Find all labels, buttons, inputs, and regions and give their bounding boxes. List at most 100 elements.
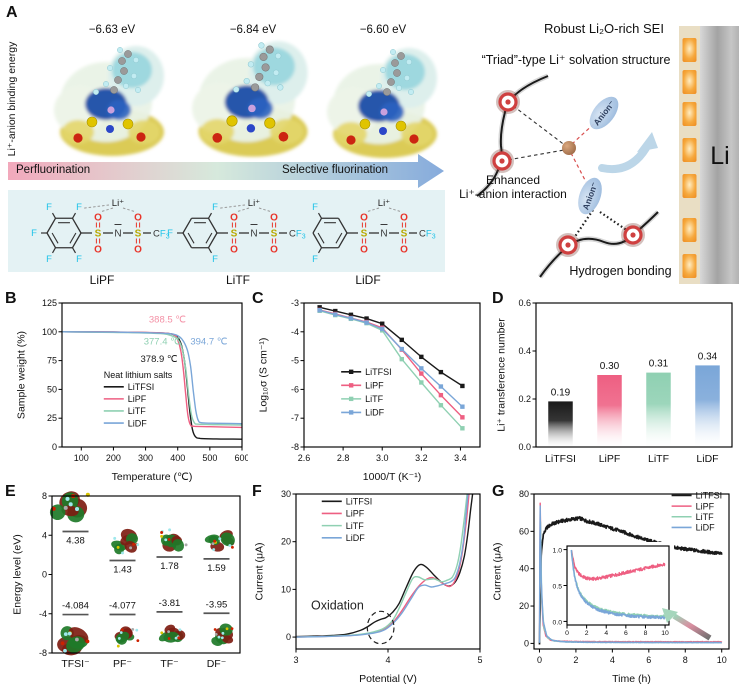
svg-text:LiPF: LiPF [696,501,715,511]
perfluorination-label: Perfluorination [16,164,91,176]
svg-text:3.2: 3.2 [415,453,428,463]
panel-label-a: A [6,4,18,21]
svg-text:LiTFSI: LiTFSI [346,496,373,506]
li-electrode-label: Li [710,142,730,170]
svg-text:Oxidation: Oxidation [311,598,364,612]
svg-text:Energy level (eV): Energy level (eV) [12,534,24,615]
svg-text:O: O [400,213,408,224]
svg-text:-6: -6 [291,384,299,394]
svg-text:4: 4 [42,530,47,540]
svg-text:S: S [271,229,278,240]
sei-title: Robust Li₂O-rich SEI [544,21,664,36]
svg-text:F: F [212,202,218,213]
svg-text:F: F [212,254,218,265]
svg-text:4: 4 [610,655,615,665]
svg-text:Temperature (℃): Temperature (℃) [112,471,193,483]
svg-text:2: 2 [585,630,589,637]
svg-text:4: 4 [604,630,608,637]
svg-text:S: S [231,229,238,240]
triad-subtitle: “Triad”-type Li⁺ solvation structure [481,53,671,67]
svg-text:-7: -7 [291,413,299,423]
svg-text:DF⁻: DF⁻ [207,658,227,670]
svg-text:3.4: 3.4 [454,453,467,463]
svg-text:-4.084: -4.084 [62,601,89,612]
chart-conductivity: 2.6 2.8 3.0 3.2 3.4 -8 -7 -6 -5 -4 -3 1000/T (K⁻¹) L… [256,295,488,488]
svg-text:100: 100 [42,327,57,337]
enhanced-line2: Li⁺-anion interaction [459,186,567,201]
svg-text:0: 0 [565,630,569,637]
svg-text:CF3: CF3 [153,229,170,241]
svg-text:N: N [250,229,257,240]
svg-text:388.5 ℃: 388.5 ℃ [149,315,186,326]
svg-text:O: O [270,245,278,256]
svg-text:O: O [94,213,102,224]
svg-text:PF⁻: PF⁻ [113,658,132,670]
svg-text:Li⁺: Li⁺ [378,198,390,209]
svg-text:4.38: 4.38 [66,536,85,547]
svg-text:394.7 ℃: 394.7 ℃ [190,336,227,347]
svg-text:-3.95: -3.95 [206,599,228,610]
svg-text:S: S [361,229,368,240]
svg-text:10: 10 [281,584,291,594]
svg-text:O: O [94,245,102,256]
svg-text:F: F [76,202,82,213]
svg-text:400: 400 [170,453,185,463]
svg-text:0.5: 0.5 [553,584,563,591]
svg-text:LiTFSI: LiTFSI [128,382,155,392]
polarization-inset: 0 2 4 6 8 10 0.0 0.5 1.0 [550,542,674,638]
molecule-name-lidf: LiDF [355,273,381,287]
svg-text:Sample weight (%): Sample weight (%) [16,331,28,419]
svg-text:2: 2 [573,655,578,665]
panel-label-b: B [5,290,17,307]
hydrogen-bonding-label: Hydrogen bonding [569,264,672,278]
svg-text:3.0: 3.0 [376,453,389,463]
svg-text:LiPF: LiPF [346,509,365,519]
enhanced-interaction-label: Enhanced Li⁺-anion interaction [443,173,583,202]
svg-text:Li⁺: Li⁺ [248,198,260,209]
svg-text:2.8: 2.8 [337,453,350,463]
svg-text:2.6: 2.6 [298,453,311,463]
svg-text:0.34: 0.34 [698,351,718,362]
svg-text:378.9 ℃: 378.9 ℃ [141,354,178,365]
inset-pointer-arrow [662,608,712,641]
svg-text:500: 500 [202,453,217,463]
svg-text:F: F [46,254,52,265]
panel-label-c: C [252,290,264,307]
svg-text:S: S [135,229,142,240]
svg-text:4: 4 [385,655,390,665]
svg-text:10: 10 [717,655,727,665]
svg-text:3: 3 [293,655,298,665]
svg-text:F: F [167,228,173,239]
binding-energy-lipf: −6.63 eV [88,24,136,36]
svg-text:0.2: 0.2 [518,394,531,404]
svg-text:6: 6 [624,630,628,637]
svg-text:O: O [230,213,238,224]
binding-energy-lidf: −6.60 eV [359,24,407,36]
svg-text:0.6: 0.6 [518,298,531,308]
svg-text:8: 8 [42,491,47,501]
svg-text:LiPF: LiPF [365,381,384,391]
panel-label-g: G [492,483,505,500]
svg-text:-4.077: -4.077 [109,601,136,612]
svg-text:LiDF: LiDF [696,453,718,465]
svg-text:LiTF: LiTF [648,453,669,465]
svg-text:50: 50 [47,384,57,394]
svg-text:5: 5 [477,655,482,665]
svg-text:F: F [312,202,318,213]
svg-text:80: 80 [519,489,529,499]
svg-text:LiDF: LiDF [696,523,716,533]
svg-text:Current (μA): Current (μA) [254,543,266,601]
svg-text:0: 0 [42,570,47,580]
svg-text:6: 6 [646,655,651,665]
svg-text:F: F [76,254,82,265]
svg-text:LiTF: LiTF [346,521,365,531]
panel-label-f: F [252,483,262,500]
svg-text:300: 300 [138,453,153,463]
molecule-name-litf: LiTF [226,273,250,287]
svg-text:1.59: 1.59 [207,563,226,574]
svg-text:LiDF: LiDF [346,533,366,543]
svg-text:0.31: 0.31 [649,359,669,370]
svg-text:O: O [270,213,278,224]
svg-text:LiTFSI: LiTFSI [545,453,576,465]
